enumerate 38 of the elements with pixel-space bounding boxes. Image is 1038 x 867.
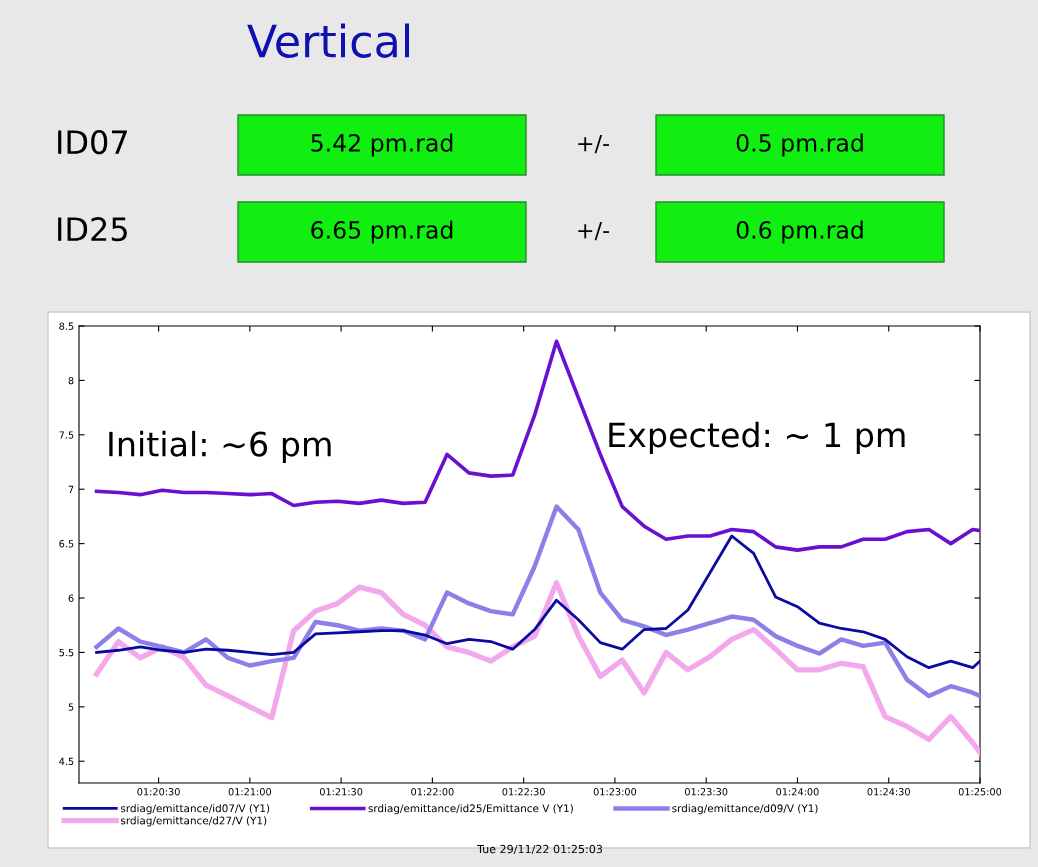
y-tick-label: 8 bbox=[68, 376, 74, 385]
text: Vertical bbox=[247, 23, 410, 58]
y-tick-label: 8.5 bbox=[59, 322, 74, 330]
y-tick-label: 5 bbox=[68, 703, 74, 711]
text: 6.65 pm.rad bbox=[311, 220, 453, 244]
y-tick-label: 7.5 bbox=[59, 431, 74, 439]
y-tick-label: 5.5 bbox=[59, 649, 74, 657]
x-tick-label: 01:20:30 bbox=[137, 788, 180, 796]
y-tick-label: 4.5 bbox=[59, 757, 74, 766]
text: ID07 bbox=[58, 130, 127, 155]
x-tick-label: 01:21:00 bbox=[228, 788, 272, 796]
legend-label: srdiag/emittance/d27/V (Y1) bbox=[120, 816, 267, 827]
line-series bbox=[95, 534, 980, 670]
text: 0.5 pm.rad bbox=[736, 133, 863, 157]
legend-label: srdiag/emittance/id25/Emittance V (Y1) bbox=[368, 804, 573, 815]
annotation: Initial: ~6 pm bbox=[109, 430, 331, 464]
x-tick-label: 01:24:00 bbox=[776, 788, 819, 796]
text: Tue 29/11/22 01:25:03 bbox=[477, 844, 603, 855]
x-tick-label: 01:22:00 bbox=[411, 788, 454, 796]
x-tick-label: 01:25:00 bbox=[958, 788, 1002, 796]
legend-label: srdiag/emittance/d09/V (Y1) bbox=[672, 804, 818, 815]
line-series bbox=[94, 339, 980, 552]
text: +/- bbox=[578, 134, 609, 154]
text: ID25 bbox=[58, 217, 127, 242]
x-tick-label: 01:23:00 bbox=[593, 788, 637, 796]
text: 0.6 pm.rad bbox=[736, 220, 863, 244]
text: +/- bbox=[578, 221, 609, 241]
line-series bbox=[94, 504, 980, 699]
legend-label: srdiag/emittance/id07/V (Y1) bbox=[120, 804, 270, 815]
y-tick-label: 6.5 bbox=[59, 540, 74, 548]
x-tick-label: 01:22:30 bbox=[502, 788, 545, 796]
x-tick-label: 01:24:30 bbox=[867, 788, 910, 796]
y-tick-label: 7 bbox=[68, 485, 74, 493]
y-tick-label: 6 bbox=[68, 594, 74, 602]
x-tick-label: 01:21:30 bbox=[319, 788, 363, 796]
text: 5.42 pm.rad bbox=[311, 133, 453, 157]
x-tick-label: 01:23:30 bbox=[685, 788, 728, 796]
annotation: Expected: ~ 1 pm bbox=[609, 421, 905, 454]
